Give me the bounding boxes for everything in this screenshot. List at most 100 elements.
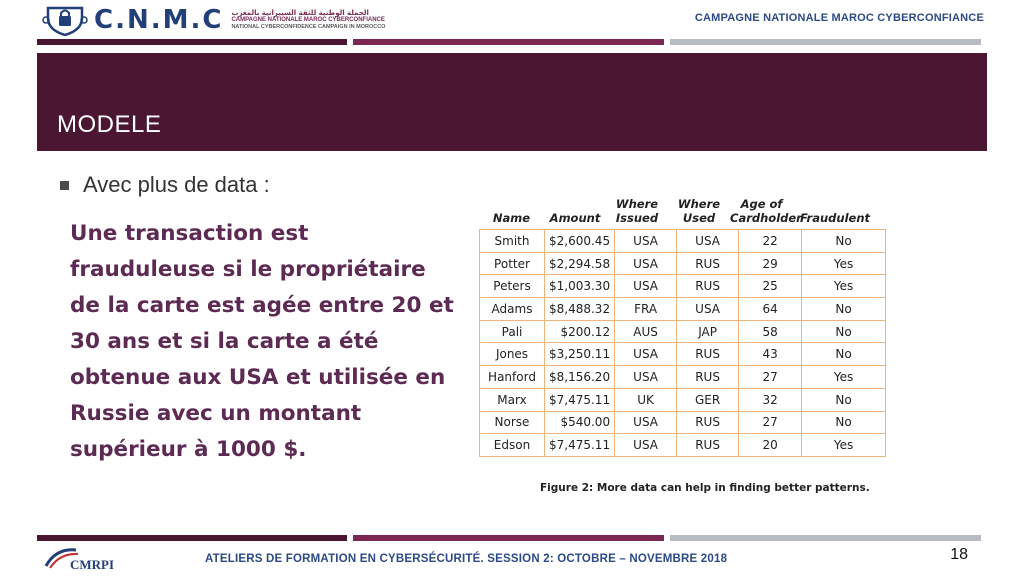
table-cell: 25 bbox=[738, 274, 803, 299]
table-cell: USA bbox=[614, 229, 678, 253]
title-band: MODELE bbox=[37, 53, 987, 151]
table-cell: 20 bbox=[738, 433, 803, 457]
table-cell: USA bbox=[676, 229, 740, 253]
table-cell: Potter bbox=[479, 251, 545, 276]
shield-logo-icon bbox=[42, 6, 88, 36]
table-cell: Smith bbox=[479, 229, 545, 253]
bullet-text: Avec plus de data : bbox=[83, 172, 270, 197]
logo-subtitle: الحملة الوطنية للثقة السيبرانية بالمغرب … bbox=[231, 8, 386, 31]
figure-caption: Figure 2: More data can help in finding … bbox=[540, 482, 870, 494]
cnmc-logo: C.N.M.C الحملة الوطنية للثقة السيبرانية … bbox=[42, 3, 452, 37]
divider-bar bbox=[353, 535, 664, 541]
table-cell: USA bbox=[614, 410, 678, 435]
table-cell: RUS bbox=[676, 433, 740, 457]
table-cell: Marx bbox=[479, 387, 545, 412]
table-cell: $8,488.32 bbox=[543, 297, 616, 321]
campaign-header: CAMPAGNE NATIONALE MAROC CYBERCONFIANCE bbox=[694, 12, 984, 24]
table-cell: Hanford bbox=[479, 365, 545, 389]
fraud-rule-text: Une transaction est frauduleuse si le pr… bbox=[70, 221, 454, 462]
table-cell: GER bbox=[676, 387, 740, 412]
column-header: Age of Cardholder bbox=[730, 197, 802, 225]
table-cell: 27 bbox=[738, 410, 803, 435]
table-cell: $1,003.30 bbox=[543, 274, 616, 299]
table-cell: No bbox=[801, 297, 887, 321]
logo-subtitle-fr: CAMPAGNE NATIONALE MAROC CYBERCONFIANCE bbox=[231, 16, 385, 23]
table-cell: $2,600.45 bbox=[543, 229, 616, 253]
table-cell: AUS bbox=[614, 319, 678, 344]
column-header: Amount bbox=[549, 211, 601, 225]
table-cell: USA bbox=[614, 433, 678, 457]
column-header: Where Issued bbox=[615, 197, 659, 225]
table-row: Marx $7,475.11 UK GER 32 No bbox=[479, 387, 887, 412]
column-header: Fraudulent bbox=[799, 211, 871, 225]
table-row: Potter $2,294.58 USA RUS 29 Yes bbox=[479, 251, 887, 276]
footer-session-text: ATELIERS DE FORMATION EN CYBERSÉCURITÉ. … bbox=[205, 553, 728, 565]
table-cell: UK bbox=[614, 387, 678, 412]
table-cell: 43 bbox=[738, 342, 803, 367]
table-cell: $8,156.20 bbox=[543, 365, 616, 389]
table-cell: 27 bbox=[738, 365, 803, 389]
table-cell: $7,475.11 bbox=[543, 387, 616, 412]
table-cell: USA bbox=[614, 274, 678, 299]
table-cell: $2,294.58 bbox=[543, 251, 616, 276]
page-number: 18 bbox=[950, 546, 968, 563]
table-cell: RUS bbox=[676, 274, 740, 299]
table-cell: Peters bbox=[479, 274, 545, 299]
table-cell: USA bbox=[614, 365, 678, 389]
table-cell: Norse bbox=[479, 410, 545, 435]
table-row: Jones $3,250.11 USA RUS 43 No bbox=[479, 342, 887, 367]
table-cell: Jones bbox=[479, 342, 545, 367]
table-row: Edson $7,475.11 USA RUS 20 Yes bbox=[479, 433, 887, 457]
table-row: Smith $2,600.45 USA USA 22 No bbox=[479, 229, 887, 253]
cmrpi-logo: CMRPI bbox=[44, 548, 114, 572]
table-cell: USA bbox=[676, 297, 740, 321]
table-cell: $7,475.11 bbox=[543, 433, 616, 457]
bullet-item: Avec plus de data : bbox=[60, 172, 270, 198]
square-bullet-icon bbox=[60, 180, 69, 190]
table-cell: RUS bbox=[676, 251, 740, 276]
table-row: Peters $1,003.30 USA RUS 25 Yes bbox=[479, 274, 887, 299]
column-header: Where Used bbox=[677, 197, 721, 225]
top-divider-bars bbox=[37, 39, 981, 45]
divider-bar bbox=[37, 39, 347, 45]
table-row: Hanford $8,156.20 USA RUS 27 Yes bbox=[479, 365, 887, 389]
table-cell: Edson bbox=[479, 433, 545, 457]
table-cell: RUS bbox=[676, 342, 740, 367]
table-cell: USA bbox=[614, 251, 678, 276]
table-cell: $200.12 bbox=[543, 319, 616, 344]
logo-subtitle-en: NATIONAL CYBERCONFIDENCE CAMPAIGN IN MOR… bbox=[231, 23, 386, 30]
table-cell: 32 bbox=[738, 387, 803, 412]
table-body: Smith $2,600.45 USA USA 22 No Potter $2,294.58 U… bbox=[479, 229, 887, 457]
table-cell: No bbox=[801, 319, 887, 344]
divider-bar bbox=[670, 535, 981, 541]
table-cell: No bbox=[801, 410, 887, 435]
table-cell: RUS bbox=[676, 365, 740, 389]
table-cell: 64 bbox=[738, 297, 803, 321]
table-cell: Yes bbox=[801, 274, 887, 299]
table-cell: Adams bbox=[479, 297, 545, 321]
transactions-table: Name Amount Where Issued Where Used Age … bbox=[479, 193, 887, 457]
table-cell: Pali bbox=[479, 319, 545, 344]
logo-text: C.N.M.C bbox=[94, 5, 224, 35]
table-cell: $540.00 bbox=[543, 410, 616, 435]
table-cell: Yes bbox=[801, 251, 887, 276]
table-cell: 29 bbox=[738, 251, 803, 276]
table-cell: JAP bbox=[676, 319, 740, 344]
divider-bar bbox=[670, 39, 981, 45]
bottom-divider-bars bbox=[37, 535, 981, 541]
table-cell: 22 bbox=[738, 229, 803, 253]
table-cell: RUS bbox=[676, 410, 740, 435]
logo-subtitle-ar: الحملة الوطنية للثقة السيبرانية بالمغرب bbox=[231, 8, 369, 17]
table-header: Name Amount Where Issued Where Used Age … bbox=[479, 193, 886, 229]
table-cell: $3,250.11 bbox=[543, 342, 616, 367]
table-cell: FRA bbox=[614, 297, 678, 321]
cmrpi-logo-text: CMRPI bbox=[70, 557, 114, 572]
table-cell: No bbox=[801, 387, 887, 412]
table-row: Adams $8,488.32 FRA USA 64 No bbox=[479, 297, 887, 321]
table-cell: No bbox=[801, 229, 887, 253]
table-cell: USA bbox=[614, 342, 678, 367]
column-header: Name bbox=[492, 211, 531, 225]
slide-title: MODELE bbox=[57, 111, 162, 138]
table-row: Pali $200.12 AUS JAP 58 No bbox=[479, 319, 887, 344]
table-cell: Yes bbox=[801, 433, 887, 457]
